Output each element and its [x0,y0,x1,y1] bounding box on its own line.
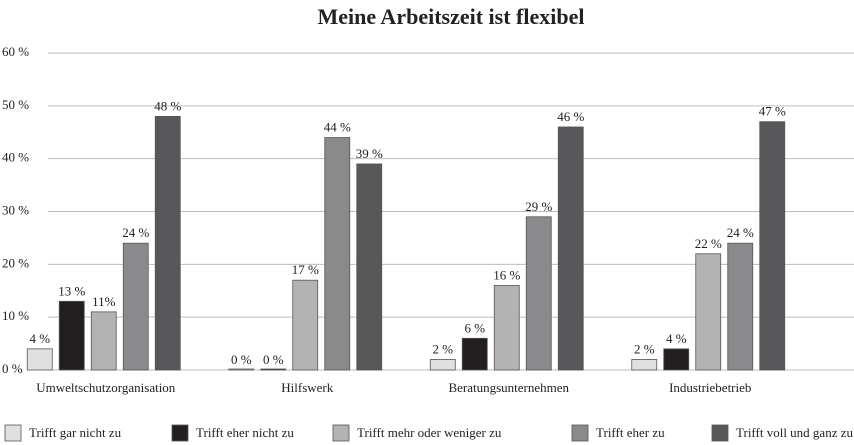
legend-swatch [711,424,729,442]
y-tick-label: 20 % [2,255,29,270]
bar [695,253,722,371]
bar [292,279,319,371]
x-tick-label: Umweltschutzorganisation [36,380,176,395]
value-label: 13 % [58,283,85,298]
y-tick-label: 10 % [2,308,29,323]
legend-swatch [171,424,189,442]
bar [493,285,520,371]
value-label: 44 % [324,120,351,135]
value-label: 24 % [727,225,754,240]
y-tick-label: 40 % [2,150,29,165]
value-label: 2 % [634,341,655,356]
legend-swatch [4,424,22,442]
value-label: 0 % [231,352,252,367]
bar [122,242,149,371]
value-label: 29 % [525,199,552,214]
bar [356,163,383,371]
chart-title: Meine Arbeitszeit ist flexibel [318,4,585,29]
x-tick-label: Industriebetrieb [669,380,751,395]
value-label: 47 % [759,104,786,119]
bar [90,311,117,371]
value-label: 16 % [493,267,520,282]
value-label: 39 % [356,146,383,161]
value-label: 22 % [695,236,722,251]
value-label: 4 % [29,331,50,346]
bar [663,348,690,371]
bar [525,216,552,371]
legend-swatch [571,424,589,442]
bar [260,368,287,371]
bar [759,121,786,371]
y-tick-label: 0 % [2,361,23,376]
value-label: 24 % [122,225,149,240]
bar [58,300,85,371]
bar [324,137,351,371]
value-label: 2 % [432,341,453,356]
bar [727,242,754,371]
value-label: 17 % [292,262,319,277]
y-tick-label: 60 % [2,44,29,59]
x-tick-label: Beratungsunternehmen [448,380,569,395]
legend-label: Trifft mehr oder weniger zu [357,425,502,440]
value-label: 6 % [464,320,485,335]
legend-label: Trifft voll und ganz zu [736,425,853,440]
value-label: 48 % [154,98,181,113]
value-label: 4 % [666,331,687,346]
value-label: 0 % [263,352,284,367]
legend-label: Trifft eher nicht zu [196,425,294,440]
bar [429,359,456,371]
y-tick-label: 50 % [2,97,29,112]
y-tick-label: 30 % [2,202,29,217]
bar [228,368,255,371]
bar [461,337,488,371]
bar [631,359,658,371]
bar [154,116,181,371]
bar [26,348,53,371]
bar [557,126,584,371]
x-tick-label: Hilfswerk [281,380,333,395]
legend-label: Trifft eher zu [596,425,665,440]
value-label: 46 % [557,109,584,124]
legend-swatch [332,424,350,442]
value-label: 11% [92,294,116,309]
legend-label: Trifft gar nicht zu [29,425,122,440]
